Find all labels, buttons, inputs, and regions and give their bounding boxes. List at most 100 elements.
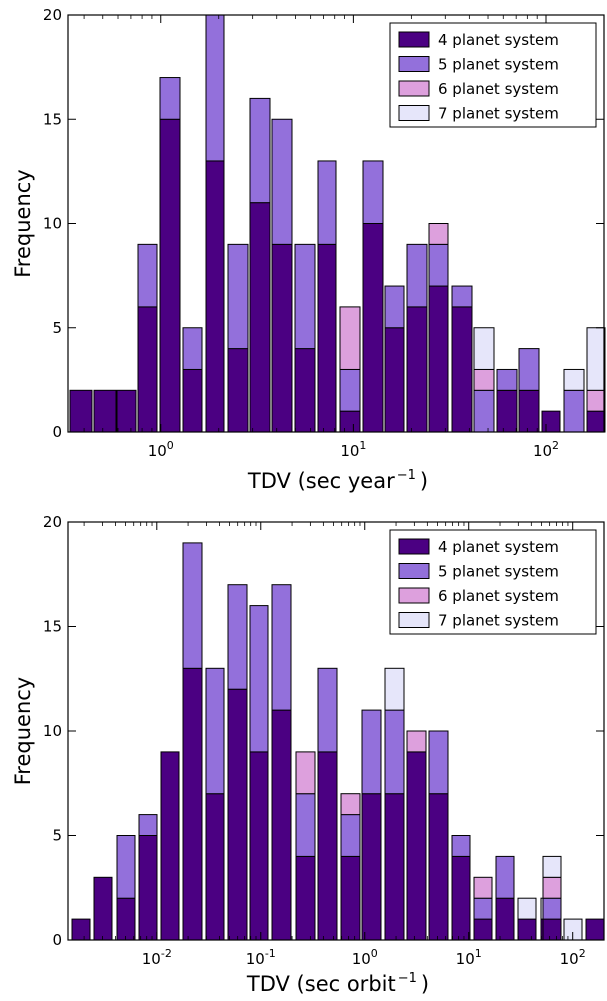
bar-4-planet-0 [71, 918, 91, 941]
bar-5-planet-19 [496, 368, 518, 391]
bar-6-planet-16 [428, 223, 449, 245]
bar-4-planet-9 [271, 709, 292, 941]
bar-4-planet-9 [271, 243, 293, 433]
legend-label: 4 planet system [438, 538, 559, 556]
x-tick-label: 10-2 [142, 947, 172, 968]
bar-6-planet-23 [542, 876, 562, 899]
bar-5-planet-10 [294, 243, 316, 350]
bar-4-planet-13 [362, 223, 384, 433]
bar-5-planet-2 [116, 835, 136, 899]
bar-4-planet-16 [428, 285, 449, 433]
bar-4-planet-8 [249, 751, 269, 941]
bar-5-planet-11 [295, 793, 316, 857]
bar-4-planet-16 [406, 751, 427, 941]
bar-4-planet-5 [182, 368, 203, 433]
bar-6-planet-12 [339, 306, 361, 370]
bar-4-planet-12 [317, 751, 338, 941]
bar-4-planet-15 [406, 306, 428, 433]
bar-4-planet-4 [159, 118, 181, 433]
bar-6-planet-18 [473, 368, 495, 391]
bar-6-planet-13 [340, 793, 361, 816]
y-tick-label: 5 [52, 319, 62, 337]
legend: 4 planet system 5 planet system 6 planet s… [389, 529, 597, 635]
bar-4-planet-7 [227, 348, 249, 433]
bar-5-planet-15 [406, 243, 428, 308]
legend-swatch-5-planet [398, 563, 430, 579]
bar-4-planet-21 [517, 918, 537, 941]
bar-4-planet-10 [294, 348, 316, 433]
bar-5-planet-15 [384, 709, 405, 795]
bar-5-planet-5 [182, 327, 203, 370]
bar-4-planet-2 [116, 897, 136, 941]
bar-5-planet-3 [137, 243, 158, 308]
legend-swatch-4-planet [398, 538, 430, 555]
bar-4-planet-19 [473, 918, 493, 941]
bar-4-planet-18 [451, 855, 471, 941]
legend-swatch-5-planet [398, 56, 430, 72]
bar-4-planet-4 [160, 751, 180, 941]
bar-4-planet-2 [116, 389, 137, 433]
bar-4-planet-3 [138, 835, 158, 941]
x-tick-label: 10-1 [246, 947, 276, 968]
legend-label: 5 planet system [438, 56, 559, 74]
legend-swatch-6-planet [398, 80, 430, 97]
bar-4-planet-0 [69, 389, 93, 433]
bar-4-planet-14 [384, 327, 405, 433]
y-tick-label: 15 [43, 110, 62, 128]
bar-5-planet-8 [249, 605, 269, 753]
y-tick-label: 0 [52, 931, 62, 949]
bar-5-planet-7 [227, 243, 249, 350]
bar-4-planet-23 [542, 918, 562, 941]
bar-5-planet-13 [362, 160, 384, 224]
legend: 4 planet system 5 planet system 6 planet s… [389, 22, 597, 128]
bar-5-planet-8 [249, 97, 271, 204]
bar-7-planet-18 [473, 327, 495, 370]
bar-4-planet-3 [137, 306, 158, 433]
bar-5-planet-22 [563, 389, 585, 433]
bar-4-planet-5 [182, 667, 203, 941]
bar-4-planet-6 [205, 160, 225, 433]
bar-4-planet-19 [496, 389, 518, 433]
bar-5-planet-23 [542, 897, 562, 920]
bar-5-planet-20 [495, 855, 515, 899]
x-tick-label: 102 [533, 439, 559, 460]
legend-swatch-4-planet [398, 31, 430, 48]
bar-5-planet-11 [317, 160, 337, 245]
y-axis-title: Frequency [11, 169, 35, 278]
bar-4-planet-23 [586, 410, 606, 433]
bar-5-planet-14 [384, 285, 405, 329]
bar-4-planet-17 [451, 306, 473, 433]
bar-5-planet-14 [361, 709, 382, 795]
legend-swatch-6-planet [398, 587, 430, 604]
bar-5-planet-20 [518, 348, 540, 391]
y-tick-label: 10 [43, 215, 62, 233]
legend-swatch-7-planet [398, 105, 430, 121]
bar-4-planet-12 [339, 410, 361, 433]
bar-4-planet-21 [541, 410, 561, 433]
x-tick-label: 101 [456, 947, 482, 968]
bar-5-planet-9 [271, 584, 292, 711]
y-tick-label: 0 [52, 423, 62, 441]
bar-4-planet-20 [495, 897, 515, 941]
bar-5-planet-9 [271, 118, 293, 245]
x-tick-label: 100 [352, 947, 378, 968]
bar-5-planet-17 [428, 730, 449, 795]
y-axis-title: Frequency [11, 677, 35, 786]
x-tick-label: 100 [148, 439, 174, 460]
bar-7-planet-21 [517, 897, 537, 920]
x-axis-title: TDV (sec orbit −1) [246, 971, 429, 996]
bar-5-planet-18 [451, 835, 471, 857]
bar-4-planet-20 [518, 389, 540, 433]
bar-5-planet-5 [182, 542, 203, 669]
chart-tdv-per-year: 0 5 10 15 20 100 101 102 Frequency TDV (sec year −… [11, 6, 606, 493]
bar-4-planet-6 [205, 793, 225, 941]
bar-5-planet-13 [340, 814, 361, 857]
legend-label: 5 planet system [438, 563, 559, 581]
legend-label: 7 planet system [438, 612, 559, 630]
bar-4-planet-1 [93, 389, 117, 433]
legend-label: 6 planet system [438, 80, 559, 98]
bar-4-planet-15 [384, 793, 405, 941]
y-tick-label: 5 [52, 827, 62, 845]
bar-7-planet-23 [542, 855, 562, 878]
